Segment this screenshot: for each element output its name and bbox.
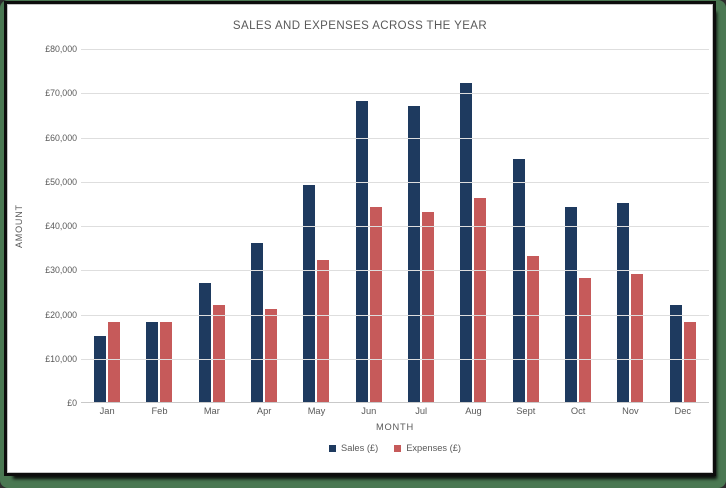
bar-expenses-oct [579,278,592,402]
legend-label: Expenses (£) [406,443,461,453]
chart-card: SALES AND EXPENSES ACROSS THE YEAR AMOUN… [8,5,712,472]
y-tick-label: £80,000 [45,44,77,54]
bar-group-jan [81,49,133,402]
bar-sales-apr [251,242,264,402]
y-tick-label: £40,000 [45,221,77,231]
gridline [81,314,709,316]
y-tick-label: £30,000 [45,265,77,276]
bar-sales-oct [565,207,578,402]
bar-expenses-mar [212,304,225,402]
bar-group-oct [552,49,604,402]
x-tick-label: Dec [674,406,692,416]
bar-sales-aug [460,83,473,402]
gridline [81,270,709,272]
bar-expenses-sept [526,255,539,402]
y-tick-label: £10,000 [45,353,77,364]
bar-expenses-jun [369,207,382,402]
legend-swatch-sales [329,444,336,452]
gridline [81,137,709,139]
bar-sales-nov [617,202,630,402]
x-tick-label: Jul [415,406,428,416]
bar-group-apr [238,49,290,402]
y-tick-label: £70,000 [45,88,77,99]
x-tick-label: Apr [256,406,272,416]
x-tick-label: Nov [622,406,639,416]
gridline [81,49,709,50]
x-axis-labels: Jan Feb Mar Apr May Jun Jul Aug Sept Oct Nov Dec [81,406,709,416]
bar-group-jul [395,49,447,402]
bar-groups [81,49,709,402]
bar-sales-sept [512,158,525,402]
y-axis-labels: £0 £10,000 £20,000 £30,000 £40,000 £50,000 £60… [26,44,77,408]
y-axis-title: AMOUNT [14,204,24,248]
gridline [81,358,709,360]
y-tick-label: £50,000 [45,176,77,187]
bar-expenses-jan [108,322,121,402]
bar-sales-jun [355,101,368,402]
x-axis-title: MONTH [375,422,415,432]
legend-label: Sales (£) [341,443,379,453]
bar-expenses-apr [265,309,278,402]
x-tick-label: Jan [99,406,115,416]
x-tick-label: Jun [361,406,377,416]
bar-sales-jan [94,335,107,402]
bar-group-nov [604,49,656,402]
legend-item-expenses: Expenses (£) [394,443,461,453]
bar-group-dec [657,49,709,402]
bar-group-aug [447,49,499,402]
bar-sales-may [303,185,316,402]
plot-area [81,49,709,403]
y-tick-label: £0 [67,398,77,408]
bar-expenses-dec [683,322,696,402]
bar-expenses-aug [474,198,487,402]
bar-expenses-nov [631,273,644,402]
legend: Sales (£) Expenses (£) [81,443,709,453]
bar-sales-jul [408,105,421,402]
legend-item-sales: Sales (£) [329,443,378,453]
x-tick-label: May [307,406,326,416]
bar-sales-feb [146,322,159,402]
x-tick-label: Mar [203,406,220,416]
bar-group-mar [186,49,238,402]
bar-sales-mar [198,282,211,402]
y-tick-label: £60,000 [45,132,77,143]
bar-group-feb [133,49,185,402]
legend-swatch-expenses [394,444,402,452]
y-tick-label: £20,000 [45,309,77,320]
x-tick-label: Sept [516,406,536,416]
x-tick-label: Feb [151,406,168,416]
x-tick-label: Oct [570,406,586,416]
bar-group-may [290,49,342,402]
bar-expenses-feb [160,322,173,402]
bar-group-jun [343,49,395,402]
chart-title: SALES AND EXPENSES ACROSS THE YEAR [232,20,488,32]
bar-expenses-may [317,260,330,402]
gridline [81,226,709,227]
gridline [81,181,709,183]
bar-group-sept [500,49,552,402]
x-tick-label: Aug [465,406,482,416]
gridline [81,93,709,95]
bar-expenses-jul [422,211,435,402]
bar-sales-dec [669,304,682,402]
